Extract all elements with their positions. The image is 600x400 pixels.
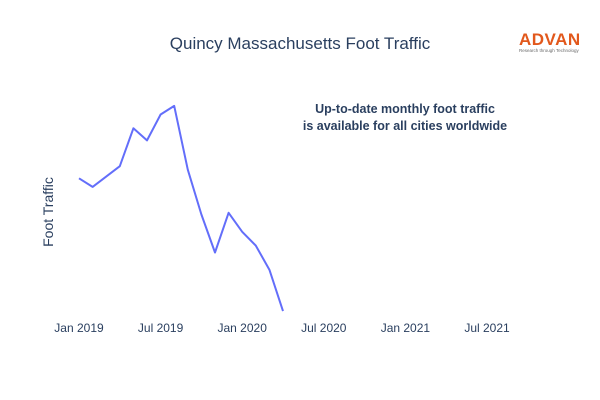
x-tick-label: Jan 2019 [54, 321, 104, 335]
advan-logo: ADVAN Research through Technology [519, 31, 591, 59]
annotation-line-2: is available for all cities worldwide [302, 119, 508, 133]
x-tick-label: Jan 2021 [381, 321, 431, 335]
x-tick-label: Jul 2019 [138, 321, 184, 335]
x-tick-label: Jul 2020 [301, 321, 347, 335]
series-layer [78, 104, 284, 312]
series-line-0 [78, 104, 284, 312]
x-axis-ticks: Jan 2019 Jul 2019 Jan 2020 Jul 2020 Jan 2021… [54, 321, 510, 335]
x-tick-label: Jan 2020 [218, 321, 268, 335]
chart-annotation: Up-to-date monthly foot traffic is avail… [270, 101, 540, 135]
logo-tagline: Research through Technology [519, 48, 579, 53]
chart-title: Quincy Massachusetts Foot Traffic [169, 34, 431, 53]
logo-wordmark: ADVAN [519, 30, 581, 49]
annotation-line-1: Up-to-date monthly foot traffic [315, 102, 495, 116]
x-tick-label: Jul 2021 [464, 321, 510, 335]
